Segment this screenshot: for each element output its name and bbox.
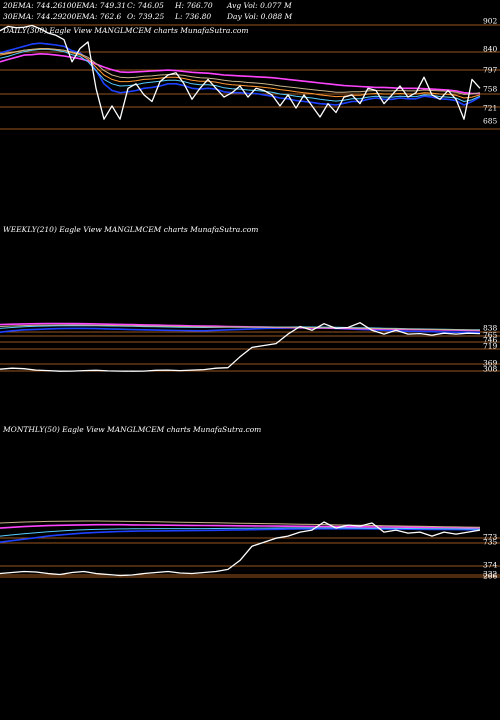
header-200ema: 200EMA: 762.6: [61, 12, 121, 21]
daily-y-tick-label: 797: [483, 66, 498, 75]
weekly-price-line: [0, 322, 481, 372]
monthly-ema-magenta-line: [0, 523, 481, 529]
monthly-y-tick-label: 374: [483, 561, 498, 570]
daily-y-tick-label: 721: [483, 104, 497, 113]
header-ema-row-1: 20EMA: 744.26 100EMA: 749.31 C: 746.05 H…: [2, 1, 292, 10]
monthly-y-tick-label: 266: [483, 571, 498, 580]
weekly-chart-title: WEEKLY(210) Eagle View MANGLMCEM charts …: [3, 225, 258, 234]
header-open: O: 739.25: [127, 12, 165, 21]
daily-chart-panel: 902 840 797 758 721 685 DAILY(300) Eagle View …: [0, 17, 500, 130]
daily-ema-orange-line: [0, 48, 481, 99]
monthly-y-tick-label: 773: [483, 533, 498, 542]
weekly-ema-tan-line: [0, 324, 481, 331]
daily-chart-title: DAILY(300) Eagle View MANGLMCEM charts M…: [2, 26, 249, 35]
header-low: L: 736.80: [174, 12, 211, 21]
monthly-chart-title: MONTHLY(50) Eagle View MANGLMCEM charts …: [2, 425, 261, 434]
weekly-y-tick-label: 719: [483, 342, 498, 351]
weekly-y-tick-label: 308: [483, 365, 498, 374]
weekly-y-tick-label: 746: [483, 336, 498, 345]
weekly-y-tick-label: 369: [483, 359, 498, 368]
monthly-y-tick-label: 735: [483, 538, 498, 547]
monthly-ema-cyan-line: [0, 527, 481, 537]
daily-y-tick-label: 840: [483, 45, 498, 54]
daily-y-tick-label: 758: [483, 85, 498, 94]
header-30ema: 30EMA: 744.29: [3, 12, 62, 21]
daily-price-line: [0, 24, 481, 120]
header-20ema: 20EMA: 744.26: [2, 1, 62, 10]
daily-y-tick-label: 902: [483, 17, 498, 26]
monthly-price-line: [0, 521, 481, 577]
header-ema-row-2: 30EMA: 744.29 200EMA: 762.6 O: 739.25 L:…: [3, 12, 293, 21]
daily-ema-blue-line: [0, 42, 481, 106]
weekly-y-tick-label: 765: [483, 331, 498, 340]
monthly-ema-blue-line: [0, 527, 481, 543]
daily-ema-cyan-line: [0, 48, 481, 102]
monthly-ema-tan-line: [0, 520, 481, 528]
header-avg-vol: Avg Vol: 0.077 M: [226, 1, 292, 10]
daily-ema-tan-line: [0, 48, 481, 95]
header-high: H: 766.70: [174, 1, 213, 10]
header-100ema: 100EMA: 749.31: [62, 1, 126, 10]
header-day-vol: Day Vol: 0.088 M: [226, 12, 293, 21]
daily-y-tick-label: 685: [483, 117, 498, 126]
daily-ema-magenta-line: [0, 52, 480, 95]
monthly-y-tick-label: 332: [483, 570, 498, 579]
weekly-y-tick-label: 838: [483, 324, 498, 333]
header-close: C: 746.05: [127, 1, 164, 10]
